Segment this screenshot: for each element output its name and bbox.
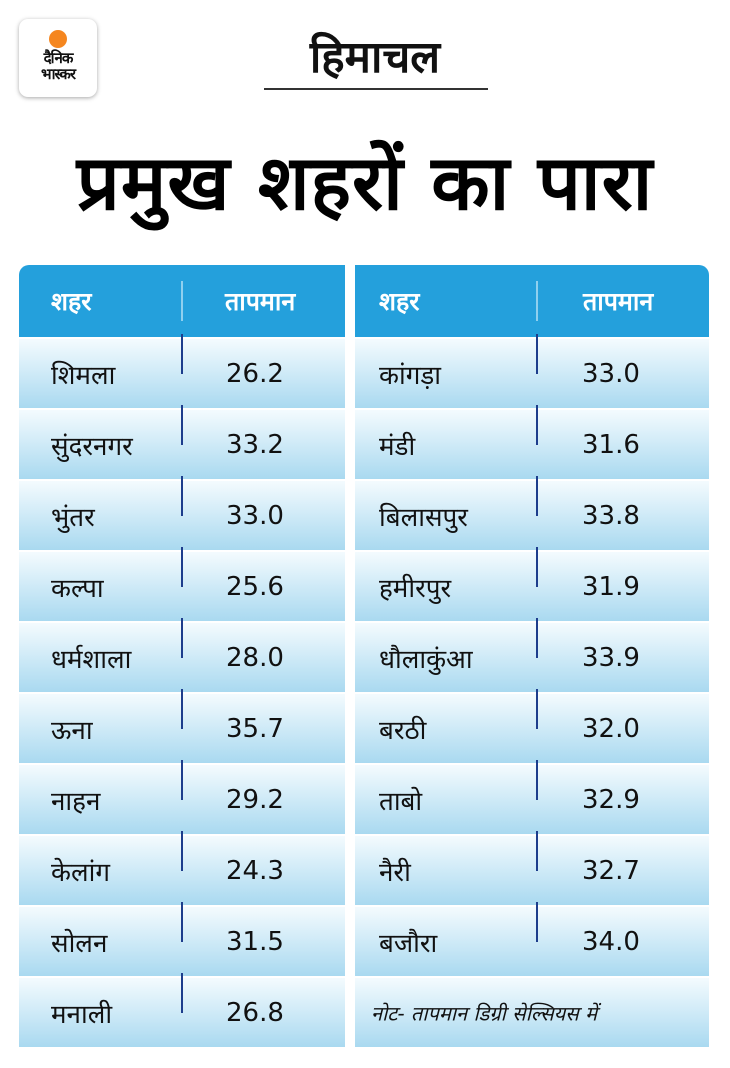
heading-underline	[264, 88, 488, 90]
table-row: सुंदरनगर 33.2	[19, 405, 345, 479]
table-header: शहर तापमान	[19, 265, 345, 337]
column-divider	[181, 902, 183, 942]
column-divider	[181, 405, 183, 445]
city-name: नाहन	[51, 786, 101, 817]
temperature-value: 26.2	[226, 358, 284, 389]
city-name: भुंतर	[51, 502, 95, 533]
temperature-value: 35.7	[226, 713, 284, 744]
table-row: नैरी 32.7	[355, 831, 709, 905]
table-row: धर्मशाला 28.0	[19, 618, 345, 692]
column-divider	[536, 618, 538, 658]
city-name: केलांग	[51, 857, 110, 888]
table-row: केलांग 24.3	[19, 831, 345, 905]
header-temp: तापमान	[583, 287, 654, 316]
table-row: सोलन 31.5	[19, 902, 345, 976]
city-name: बिलासपुर	[379, 502, 468, 533]
table-header: शहर तापमान	[355, 265, 709, 337]
column-divider	[181, 618, 183, 658]
city-name: सोलन	[51, 928, 108, 959]
column-divider	[536, 334, 538, 374]
column-divider	[181, 334, 183, 374]
city-name: धर्मशाला	[51, 644, 132, 675]
column-divider	[536, 547, 538, 587]
city-name: बजौरा	[379, 928, 438, 959]
column-divider	[536, 405, 538, 445]
temperature-value: 33.0	[226, 500, 284, 531]
table-row: धौलाकुंआ 33.9	[355, 618, 709, 692]
city-name: कल्पा	[51, 573, 104, 604]
table-row: मनाली 26.8	[19, 973, 345, 1047]
logo-line2: भास्कर	[41, 65, 76, 83]
table-row: शिमला 26.2	[19, 334, 345, 408]
temperature-value: 25.6	[226, 571, 284, 602]
temperature-value: 33.2	[226, 429, 284, 460]
temperature-table-right: शहर तापमान कांगड़ा 33.0 मंडी 31.6 बिलासपुर 33…	[355, 265, 709, 1047]
temperature-value: 33.8	[582, 500, 640, 531]
column-divider	[181, 760, 183, 800]
city-name: ऊना	[51, 715, 93, 746]
header-city: शहर	[51, 287, 92, 316]
temperature-value: 31.6	[582, 429, 640, 460]
column-divider	[536, 760, 538, 800]
column-divider	[181, 547, 183, 587]
temperature-value: 24.3	[226, 855, 284, 886]
city-name: ताबो	[379, 786, 423, 817]
city-name: बरठी	[379, 715, 427, 746]
table-row: कल्पा 25.6	[19, 547, 345, 621]
city-name: कांगड़ा	[379, 360, 441, 391]
dainik-bhaskar-logo: दैनिक भास्कर	[19, 19, 97, 97]
temperature-value: 32.7	[582, 855, 640, 886]
table-row: बरठी 32.0	[355, 689, 709, 763]
sun-icon	[49, 30, 67, 48]
table-row: नाहन 29.2	[19, 760, 345, 834]
table-row: कांगड़ा 33.0	[355, 334, 709, 408]
temperature-value: 33.0	[582, 358, 640, 389]
temperature-value: 28.0	[226, 642, 284, 673]
city-name: मनाली	[51, 999, 113, 1030]
region-heading: हिमाचल	[309, 32, 441, 83]
column-divider	[536, 476, 538, 516]
column-divider	[181, 831, 183, 871]
header-divider	[181, 281, 183, 321]
header-divider	[536, 281, 538, 321]
temperature-table-left: शहर तापमान शिमला 26.2 सुंदरनगर 33.2 भुंतर 33.…	[19, 265, 345, 1047]
table-row: बिलासपुर 33.8	[355, 476, 709, 550]
temperature-value: 32.0	[582, 713, 640, 744]
logo-line1: दैनिक	[43, 49, 74, 67]
city-name: मंडी	[379, 431, 416, 462]
header-temp: तापमान	[225, 287, 296, 316]
note-text: नोट- तापमान डिग्री सेल्सियस में	[371, 1001, 598, 1025]
city-name: सुंदरनगर	[51, 431, 133, 462]
table-row: मंडी 31.6	[355, 405, 709, 479]
temperature-value: 26.8	[226, 997, 284, 1028]
note-row: नोट- तापमान डिग्री सेल्सियस में	[355, 978, 709, 1047]
table-row: बजौरा 34.0	[355, 902, 709, 976]
column-divider	[181, 973, 183, 1013]
temperature-value: 31.9	[582, 571, 640, 602]
header-city: शहर	[379, 287, 420, 316]
table-row: भुंतर 33.0	[19, 476, 345, 550]
city-name: हमीरपुर	[379, 573, 452, 604]
column-divider	[181, 476, 183, 516]
page-title: प्रमुख शहरों का पारा	[76, 138, 654, 227]
temperature-value: 33.9	[582, 642, 640, 673]
temperature-value: 29.2	[226, 784, 284, 815]
city-name: नैरी	[379, 857, 411, 888]
temperature-value: 31.5	[226, 926, 284, 957]
temperature-value: 34.0	[582, 926, 640, 957]
city-name: धौलाकुंआ	[379, 644, 473, 675]
city-name: शिमला	[51, 360, 116, 391]
column-divider	[536, 831, 538, 871]
table-row: ताबो 32.9	[355, 760, 709, 834]
column-divider	[181, 689, 183, 729]
table-row: हमीरपुर 31.9	[355, 547, 709, 621]
table-row: ऊना 35.7	[19, 689, 345, 763]
column-divider	[536, 689, 538, 729]
column-divider	[536, 902, 538, 942]
temperature-value: 32.9	[582, 784, 640, 815]
